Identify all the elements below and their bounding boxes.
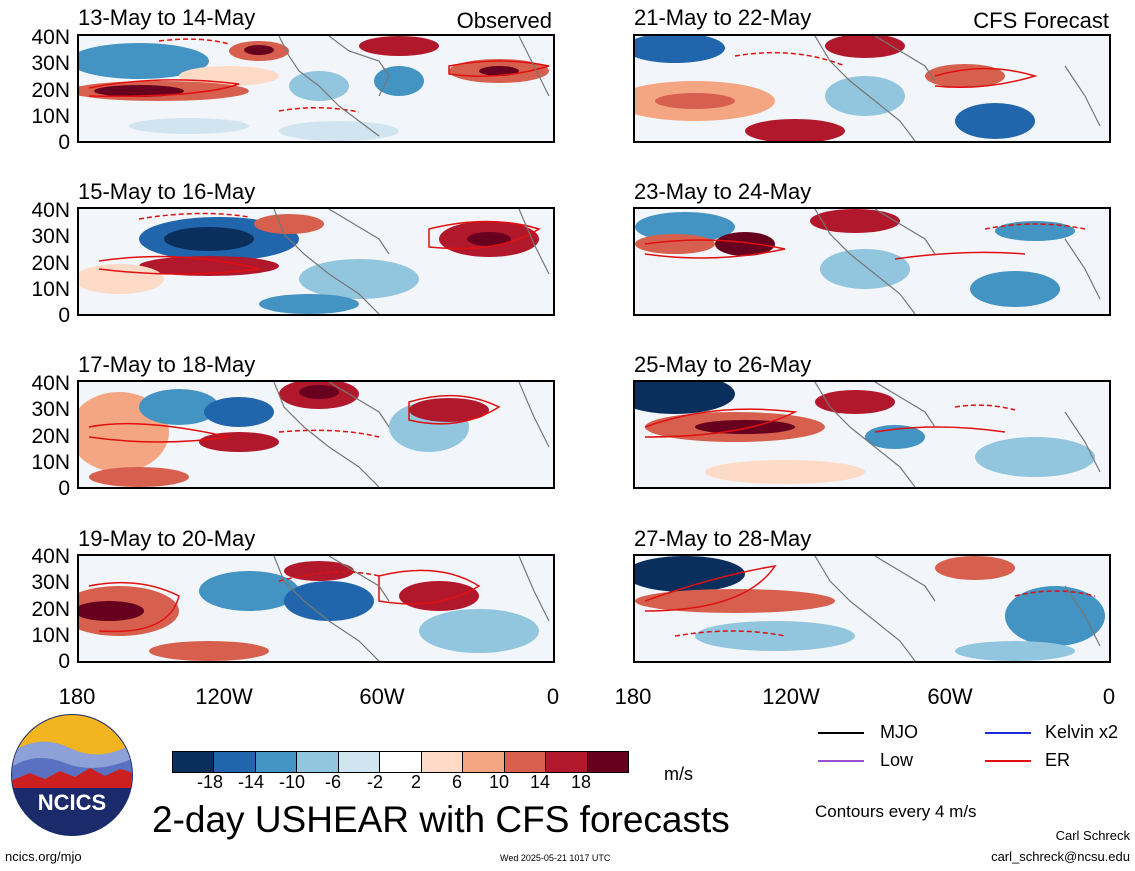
colorbar-swatch bbox=[337, 752, 380, 772]
x-tick: 120W bbox=[195, 684, 253, 709]
colorbar-swatch bbox=[173, 752, 214, 772]
units-label: m/s bbox=[664, 764, 693, 784]
er-contours bbox=[88, 38, 550, 113]
y-tick: 0 bbox=[58, 650, 70, 673]
panel-title-6: 23-May to 24-May bbox=[634, 179, 812, 204]
colorbar-tick: -18 bbox=[196, 772, 223, 792]
colorbar-tick: 18 bbox=[570, 772, 592, 792]
map-panel-forecast-1 bbox=[635, 36, 1109, 141]
panel-title-2: 15-May to 16-May bbox=[78, 179, 256, 204]
colorbar-swatch bbox=[296, 752, 338, 772]
panel-title-3: 17-May to 18-May bbox=[78, 352, 256, 377]
y-tick: 40N bbox=[31, 545, 70, 568]
panel-title-4: 19-May to 20-May bbox=[78, 526, 256, 551]
colorbar-swatch bbox=[254, 752, 297, 772]
y-tick: 30N bbox=[31, 225, 70, 248]
logo-text: NCICS bbox=[38, 790, 106, 815]
y-tick: 20N bbox=[31, 425, 70, 448]
x-tick: 0 bbox=[546, 684, 560, 709]
colorbar-tick: -14 bbox=[237, 772, 264, 792]
x-tick: 180 bbox=[58, 684, 96, 709]
y-tick: 40N bbox=[31, 372, 70, 395]
panel-title-8: 27-May to 28-May bbox=[634, 526, 812, 551]
y-tick: 10N bbox=[31, 451, 70, 474]
author: Carl Schreck bbox=[1055, 828, 1130, 843]
map-panel-forecast-4 bbox=[635, 556, 1109, 661]
ncics-logo: NCICS bbox=[10, 713, 134, 837]
colorbar-swatch bbox=[462, 752, 504, 772]
colorbar-tick: -6 bbox=[324, 772, 341, 792]
y-tick: 20N bbox=[31, 79, 70, 102]
shear-field bbox=[79, 36, 549, 141]
colorbar-swatch bbox=[420, 752, 463, 772]
observed-label: Observed bbox=[456, 8, 552, 33]
source-url: ncics.org/mjo bbox=[5, 849, 82, 864]
y-tick: 10N bbox=[31, 278, 70, 301]
colorbar-swatch bbox=[545, 752, 587, 772]
x-tick: 60W bbox=[359, 684, 405, 709]
legend-line-er bbox=[985, 760, 1031, 762]
colorbar-tick: 6 bbox=[451, 772, 462, 792]
map-panel-forecast-2 bbox=[635, 209, 1109, 314]
x-tick: 0 bbox=[1102, 684, 1116, 709]
panel-title-7: 25-May to 26-May bbox=[634, 352, 812, 377]
legend-low: Low bbox=[880, 750, 914, 770]
colorbar-tick: 2 bbox=[410, 772, 421, 792]
legend-er: ER bbox=[1045, 750, 1071, 770]
y-tick: 20N bbox=[31, 252, 70, 275]
y-tick: 20N bbox=[31, 598, 70, 621]
map-panel-observed-2 bbox=[79, 209, 553, 314]
panel-title-5: 21-May to 22-May bbox=[634, 5, 812, 30]
legend-line-mjo bbox=[818, 732, 864, 734]
x-tick: 60W bbox=[927, 684, 973, 709]
y-tick: 0 bbox=[58, 131, 70, 154]
legend-kelvin: Kelvin x2 bbox=[1045, 722, 1119, 742]
y-tick: 30N bbox=[31, 571, 70, 594]
map-panel-forecast-3 bbox=[635, 382, 1109, 487]
x-tick: 120W bbox=[762, 684, 820, 709]
y-tick: 40N bbox=[31, 199, 70, 222]
y-tick: 0 bbox=[58, 304, 70, 327]
colorbar bbox=[172, 751, 629, 773]
map-panel-observed-4 bbox=[79, 556, 553, 661]
colorbar-swatch bbox=[503, 752, 546, 772]
y-tick: 30N bbox=[31, 398, 70, 421]
legend-line-low bbox=[818, 760, 864, 762]
map-panel-observed-3 bbox=[79, 382, 553, 487]
y-tick: 10N bbox=[31, 105, 70, 128]
timestamp: Wed 2025-05-21 1017 UTC bbox=[500, 853, 611, 863]
main-title: 2-day USHEAR with CFS forecasts bbox=[152, 799, 730, 840]
legend-line-kelvin bbox=[985, 732, 1031, 734]
forecast-label: CFS Forecast bbox=[973, 8, 1109, 33]
y-tick: 40N bbox=[31, 26, 70, 49]
colorbar-tick: -10 bbox=[278, 772, 305, 792]
y-tick: 0 bbox=[58, 477, 70, 500]
colorbar-tick: -2 bbox=[366, 772, 383, 792]
map-panel-observed-1 bbox=[79, 36, 553, 141]
author-email: carl_schreck@ncsu.edu bbox=[991, 849, 1130, 864]
colorbar-swatch bbox=[586, 752, 628, 772]
colorbar-swatch bbox=[379, 752, 421, 772]
contours-note: Contours every 4 m/s bbox=[815, 802, 977, 821]
x-tick: 180 bbox=[614, 684, 652, 709]
legend-mjo: MJO bbox=[880, 722, 918, 742]
panel-title-1: 13-May to 14-May bbox=[78, 5, 256, 30]
colorbar-tick: 14 bbox=[529, 772, 551, 792]
colorbar-swatch bbox=[213, 752, 255, 772]
coastlines bbox=[278, 36, 550, 137]
y-tick: 30N bbox=[31, 52, 70, 75]
y-tick: 10N bbox=[31, 624, 70, 647]
colorbar-tick: 10 bbox=[488, 772, 510, 792]
